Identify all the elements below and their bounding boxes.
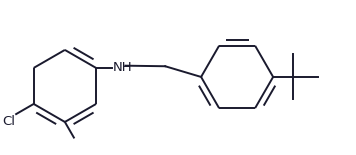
Text: NH: NH [112, 61, 132, 74]
Text: Cl: Cl [2, 115, 15, 128]
